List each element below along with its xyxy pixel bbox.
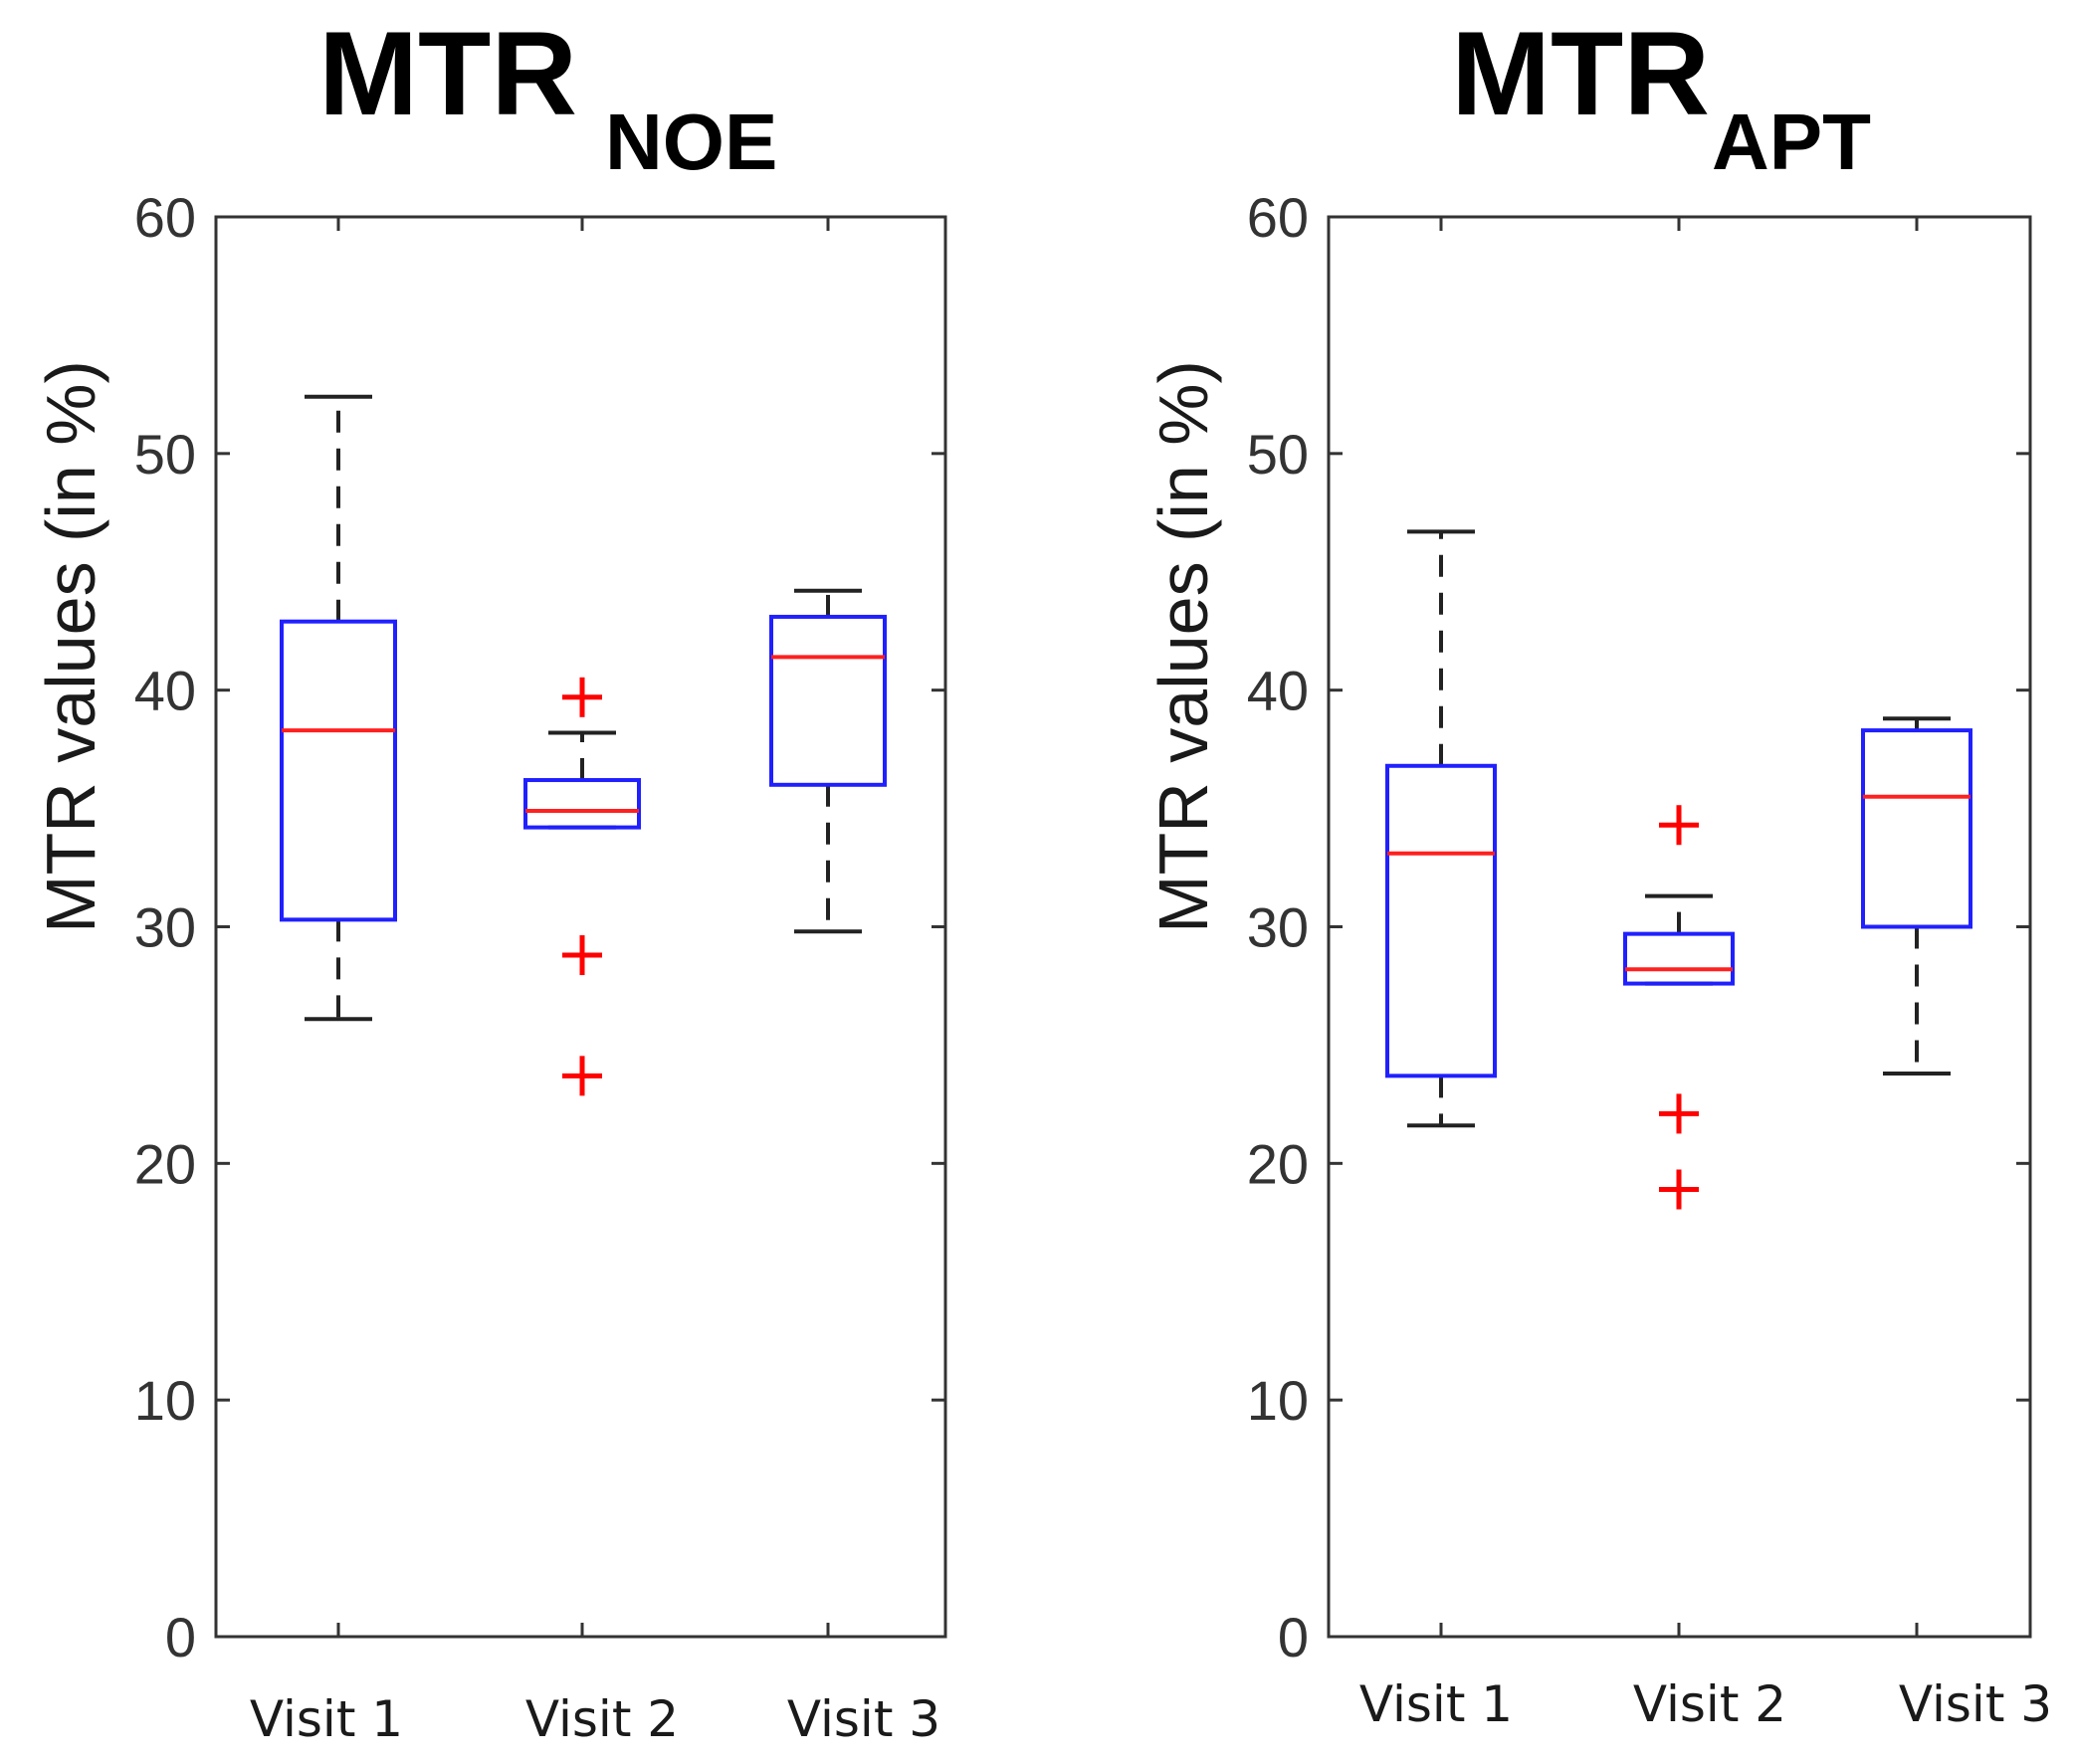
- y-tick-label: 50: [1247, 423, 1309, 486]
- axes-frame: [214, 215, 947, 1639]
- panel-title-subscript: APT: [1712, 98, 1871, 186]
- y-tick-label: 30: [134, 896, 196, 959]
- y-tick-label: 20: [1247, 1132, 1309, 1195]
- box-iqr: [769, 614, 887, 787]
- y-tick-label: 20: [134, 1132, 196, 1195]
- x-tick-label: Visit 1: [1359, 1675, 1513, 1733]
- outlier-marker: [562, 677, 602, 717]
- x-tick-label: Visit 2: [1633, 1675, 1786, 1733]
- panel-title-subscript: NOE: [605, 98, 777, 186]
- axes: 0 10 20 30 40 50 60 Visit 1 Visit 2 Visit 3: [1247, 186, 2052, 1733]
- panel-mtr-apt: MTR APT MTR values (in %) 0 10 20 30 40 50 60 V…: [1144, 7, 2052, 1733]
- y-tick-label: 40: [134, 660, 196, 722]
- y-tick-label: 0: [1278, 1606, 1309, 1668]
- y-tick-label: 10: [134, 1369, 196, 1432]
- x-tick-label: Visit 1: [250, 1690, 403, 1748]
- y-tick-label: 30: [1247, 896, 1309, 959]
- box-marks: [1385, 529, 1972, 1210]
- x-tick-label: Visit 2: [525, 1690, 679, 1748]
- y-tick-label: 60: [134, 186, 196, 249]
- panel-title: MTR: [318, 7, 577, 140]
- y-tick-label: 60: [1247, 186, 1309, 249]
- axes: 0 10 20 30 40 50 60 Visit 1 Visit 2 Visit 3: [134, 186, 947, 1748]
- box-iqr: [1623, 931, 1735, 986]
- panel-mtr-noe: MTR NOE MTR values (in %) 0 10 20 30 40 50 60 V…: [32, 7, 947, 1748]
- x-tick-label: Visit 3: [787, 1690, 940, 1748]
- box-iqr: [1385, 763, 1497, 1078]
- x-tick-label: Visit 3: [1899, 1675, 2052, 1733]
- y-axis-label: MTR values (in %): [1144, 360, 1222, 933]
- box-iqr: [523, 778, 641, 830]
- y-tick-label: 10: [1247, 1369, 1309, 1432]
- box-iqr: [1861, 728, 1972, 929]
- outlier-marker: [562, 935, 602, 976]
- outlier-marker: [1659, 1093, 1699, 1134]
- box-marks: [280, 394, 887, 1096]
- y-tick-label: 40: [1247, 660, 1309, 722]
- y-axis-label: MTR values (in %): [32, 360, 109, 933]
- outlier-marker: [1659, 1169, 1699, 1210]
- y-tick-label: 0: [165, 1606, 196, 1668]
- outlier-marker: [1659, 805, 1699, 846]
- box-iqr: [280, 619, 397, 922]
- panel-title: MTR: [1451, 7, 1710, 140]
- outlier-marker: [562, 1056, 602, 1096]
- y-tick-label: 50: [134, 423, 196, 486]
